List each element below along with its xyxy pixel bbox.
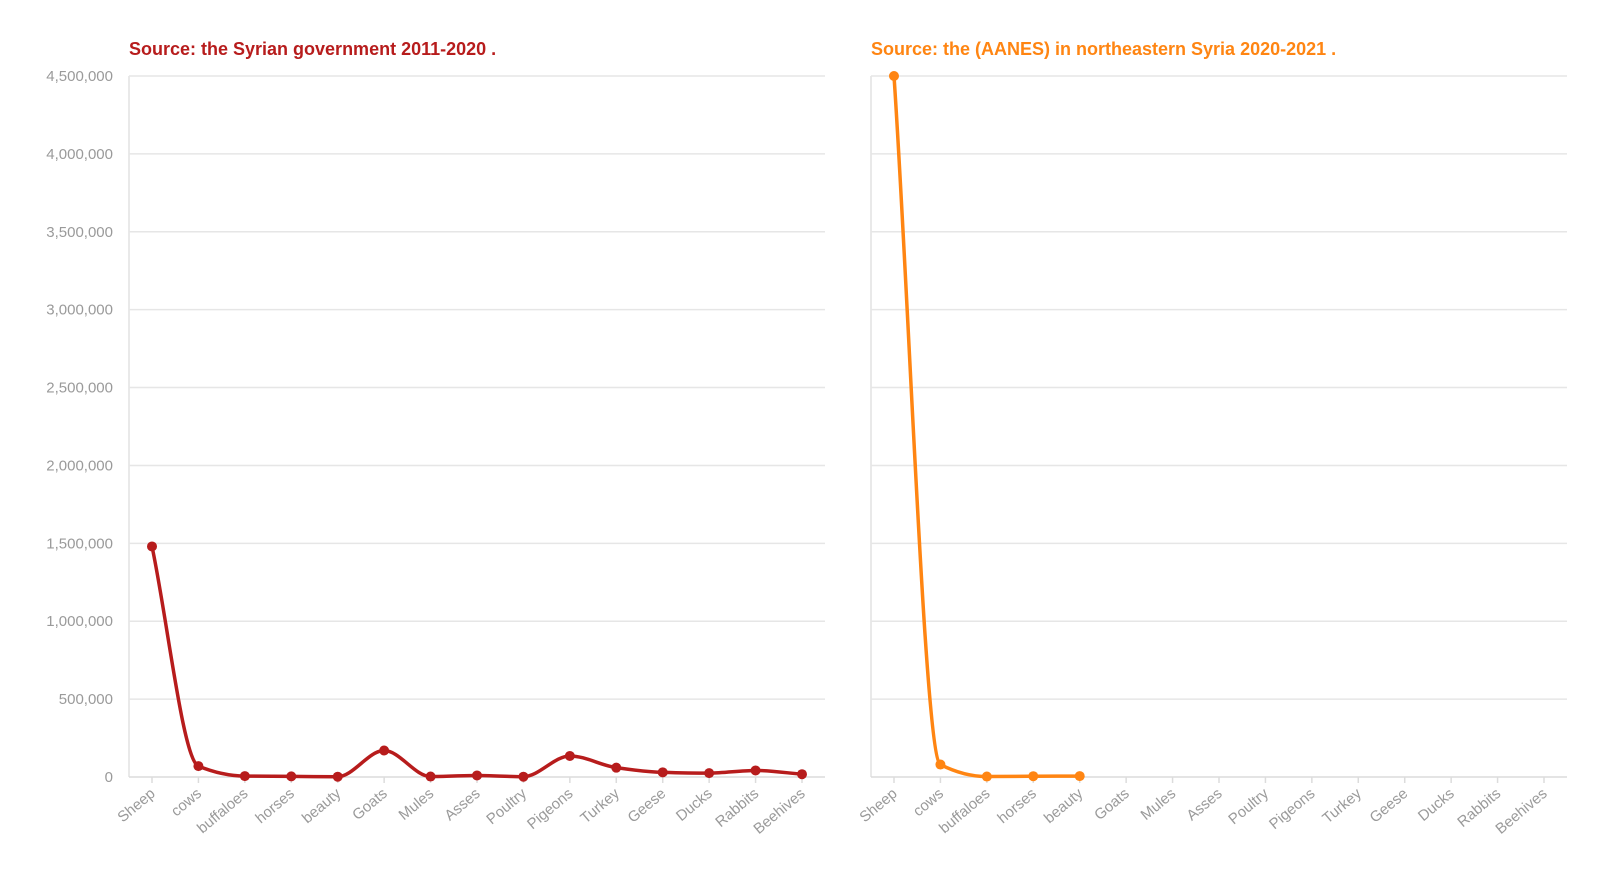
data-point-horses[interactable]: [286, 771, 297, 782]
x-tick-label: Poultry: [1225, 785, 1272, 828]
x-tick-label: Goats: [1091, 785, 1133, 824]
data-point-ducks[interactable]: [704, 768, 715, 779]
data-point-beauty[interactable]: [1074, 771, 1085, 782]
x-tick-label: Geese: [624, 785, 669, 826]
data-point-goats[interactable]: [379, 745, 390, 756]
data-point-rabbits[interactable]: [750, 765, 761, 776]
chart-title-1: Source: the Syrian government 2011-2020 …: [129, 39, 496, 59]
y-tick-label: 4,500,000: [46, 68, 113, 85]
series-line: [150, 544, 804, 779]
data-point-beauty[interactable]: [332, 771, 343, 782]
data-point-buffaloes[interactable]: [981, 771, 992, 782]
data-point-horses[interactable]: [1028, 771, 1039, 782]
x-tick-label: horses: [994, 785, 1039, 827]
x-tick-label: Poultry: [483, 785, 530, 828]
data-point-poultry[interactable]: [518, 771, 529, 782]
x-tick-label: Turkey: [1319, 785, 1365, 827]
x-tick-label: Beehives: [1492, 785, 1550, 838]
data-point-sheep[interactable]: [147, 541, 157, 552]
data-point-geese[interactable]: [657, 767, 668, 778]
data-point-asses[interactable]: [472, 770, 482, 781]
y-tick-label: 3,500,000: [46, 224, 113, 241]
x-tick-label: cows: [168, 785, 205, 820]
y-tick-label: 2,500,000: [46, 380, 113, 397]
y-tick-label: 4,000,000: [46, 146, 113, 163]
y-tick-label: 1,000,000: [46, 613, 113, 630]
x-tick-label: Pigeons: [1266, 785, 1318, 833]
data-point-sheep[interactable]: [889, 71, 899, 81]
x-tick-label: Mules: [1138, 785, 1180, 824]
x-tick-label: Turkey: [577, 785, 623, 827]
y-tick-label: 1,500,000: [46, 535, 113, 552]
x-tick-label: horses: [252, 785, 297, 827]
y-tick-label: 500,000: [59, 691, 113, 708]
chart-panel-2: Source: the (AANES) in northeastern Syri…: [856, 39, 1567, 838]
y-tick-label: 3,000,000: [46, 302, 113, 319]
x-tick-label: Beehives: [750, 785, 808, 838]
y-tick-label: 2,000,000: [46, 457, 113, 474]
data-point-buffaloes[interactable]: [239, 771, 250, 782]
x-tick-label: Sheep: [114, 785, 158, 826]
data-point-cows[interactable]: [935, 759, 946, 770]
x-tick-label: buffaloes: [936, 785, 993, 837]
x-tick-label: Goats: [349, 785, 391, 824]
x-tick-label: beauty: [299, 785, 345, 827]
x-tick-label: Pigeons: [524, 785, 576, 833]
x-tick-label: buffaloes: [194, 785, 251, 837]
series-line: [892, 74, 1082, 779]
x-tick-label: cows: [910, 785, 947, 820]
y-tick-label: 0: [105, 769, 113, 786]
data-point-mules[interactable]: [425, 771, 436, 782]
x-tick-label: Ducks: [1415, 785, 1458, 825]
data-point-beehives[interactable]: [797, 769, 807, 780]
data-point-turkey[interactable]: [611, 762, 622, 773]
x-tick-label: beauty: [1041, 785, 1087, 827]
chart-panel-1: Source: the Syrian government 2011-2020 …: [46, 39, 825, 838]
data-point-pigeons[interactable]: [564, 750, 575, 761]
x-tick-label: Mules: [396, 785, 438, 824]
x-tick-label: Asses: [1183, 785, 1225, 824]
x-tick-label: Asses: [441, 785, 483, 824]
data-point-cows[interactable]: [193, 761, 204, 772]
x-tick-label: Ducks: [673, 785, 716, 825]
x-tick-label: Sheep: [856, 785, 900, 826]
x-tick-label: Geese: [1366, 785, 1411, 826]
chart-title-2: Source: the (AANES) in northeastern Syri…: [871, 39, 1336, 59]
